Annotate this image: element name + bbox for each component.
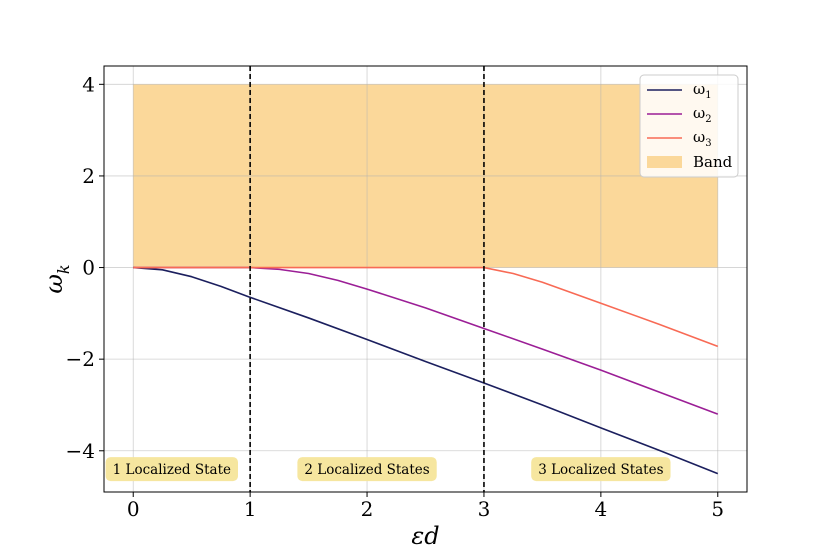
y-tick-label: 2 (82, 164, 95, 188)
y-tick-label: 4 (82, 72, 95, 96)
series-line-ω2 (133, 266, 719, 415)
legend-label: ω2 (693, 104, 712, 125)
series-line-ω1 (133, 266, 719, 475)
y-axis-label: ωk (40, 264, 73, 293)
x-tick-label: 1 (244, 497, 257, 521)
x-tick-label: 5 (711, 497, 724, 521)
legend-label: ω1 (693, 80, 712, 101)
annotation-2: 2 Localized States (297, 457, 437, 482)
annotation-label: 3 Localized States (538, 462, 663, 478)
x-tick-label: 4 (594, 497, 607, 521)
y-tick-label: −2 (66, 347, 95, 371)
plot-frame (103, 65, 748, 493)
y-tick-label: −4 (66, 439, 95, 463)
legend-box (639, 74, 739, 178)
legend-label: ω3 (693, 128, 712, 149)
annotation-box (105, 457, 239, 482)
annotation-1: 1 Localized State (105, 457, 239, 482)
annotation-box (531, 457, 671, 482)
annotation-label: 2 Localized States (304, 462, 429, 478)
y-tick-label: 0 (82, 256, 95, 280)
series-line-ω3 (133, 266, 719, 348)
x-tick-label: 0 (127, 497, 140, 521)
annotation-box (297, 457, 437, 482)
x-tick-label: 3 (478, 497, 491, 521)
legend: ω1 ω2 ω3 Band (639, 74, 739, 178)
legend-label: Band (693, 153, 733, 171)
x-tick-label: 2 (361, 497, 374, 521)
annotation-label: 1 Localized State (113, 462, 231, 478)
x-axis-label: εd (411, 522, 439, 550)
legend-swatch-band (647, 156, 682, 168)
annotation-3: 3 Localized States (531, 457, 671, 482)
